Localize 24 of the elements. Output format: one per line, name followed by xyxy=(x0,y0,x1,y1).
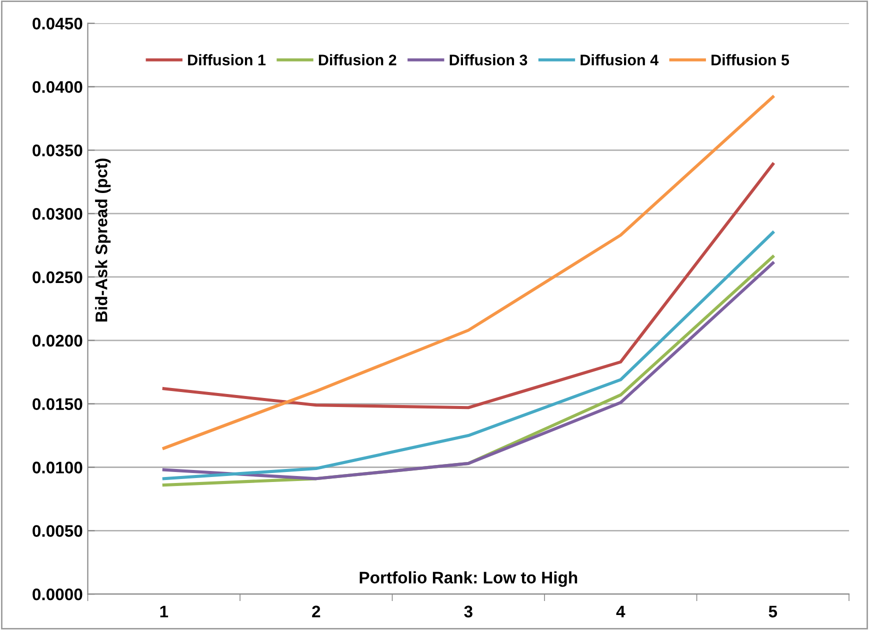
legend-label: Diffusion 5 xyxy=(712,54,790,66)
y-tick-label: 0.0300 xyxy=(32,208,82,220)
y-tick-label: 0.0450 xyxy=(32,18,82,30)
legend-label: Diffusion 4 xyxy=(580,54,659,66)
x-tick-label: 4 xyxy=(616,606,626,618)
y-tick-label: 0.0350 xyxy=(32,144,82,156)
y-tick-label: 0.0250 xyxy=(32,271,82,284)
y-tick-label: 0.0050 xyxy=(32,525,82,537)
y-tick-label: 0.0200 xyxy=(32,334,82,347)
line-series xyxy=(162,162,774,410)
y-tick-label: 0.0150 xyxy=(32,398,82,410)
legend-label: Diffusion 3 xyxy=(450,54,528,66)
y-tick-label: 0.0000 xyxy=(32,588,82,600)
y-tick-label: 0.0400 xyxy=(32,81,82,93)
y-axis-title: Bid-Ask Spread (pct) xyxy=(95,158,111,322)
x-tick-label: 1 xyxy=(160,606,168,618)
x-tick-label: 2 xyxy=(312,606,320,618)
legend-label: Diffusion 1 xyxy=(188,54,266,66)
x-tick-label: 5 xyxy=(768,606,778,618)
legend-label: Diffusion 2 xyxy=(318,54,396,66)
x-axis-title: Portfolio Rank: Low to High xyxy=(360,571,578,587)
line-series xyxy=(162,95,774,450)
x-tick-label: 3 xyxy=(464,606,472,618)
y-tick-label: 0.0100 xyxy=(32,462,82,474)
